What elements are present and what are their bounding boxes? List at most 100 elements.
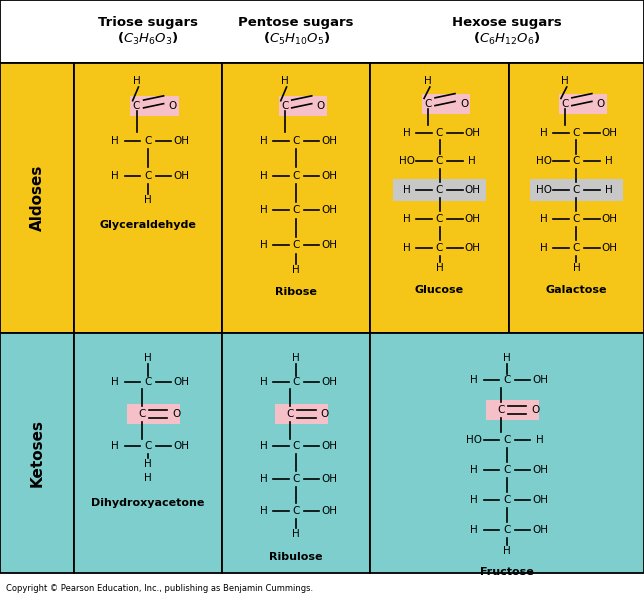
Text: H: H: [503, 546, 511, 556]
Text: C: C: [292, 170, 300, 181]
Text: HO: HO: [466, 435, 482, 445]
Bar: [529, 179, 623, 201]
Text: C: C: [133, 101, 140, 111]
Text: OH: OH: [321, 442, 337, 451]
Text: H: H: [260, 205, 267, 215]
Text: OH: OH: [321, 205, 337, 215]
Bar: [275, 404, 328, 424]
Text: C: C: [573, 185, 580, 195]
Bar: [0, 333, 74, 573]
Text: H: H: [503, 353, 511, 363]
Text: H: H: [402, 185, 411, 195]
Text: OH: OH: [321, 136, 337, 146]
Text: H: H: [144, 353, 152, 363]
Text: OH: OH: [321, 170, 337, 181]
Text: Copyright © Pearson Education, Inc., publishing as Benjamin Cummings.: Copyright © Pearson Education, Inc., pub…: [6, 584, 314, 593]
Text: H: H: [281, 76, 289, 86]
Text: C: C: [436, 214, 443, 224]
Text: H: H: [292, 353, 300, 363]
Text: C: C: [504, 375, 511, 385]
Text: H: H: [111, 377, 119, 386]
Text: H: H: [402, 128, 411, 137]
Bar: [0, 0, 644, 63]
Text: C: C: [573, 157, 580, 166]
Text: C: C: [504, 465, 511, 475]
Text: H: H: [144, 459, 152, 469]
Text: Ketoses: Ketoses: [30, 419, 44, 487]
Text: O: O: [531, 405, 540, 415]
Text: C: C: [424, 99, 431, 109]
Text: OH: OH: [601, 243, 617, 253]
Text: H: H: [133, 76, 140, 86]
Text: C: C: [292, 136, 300, 146]
Text: H: H: [470, 465, 478, 475]
Text: Ribulose: Ribulose: [269, 551, 323, 562]
Text: C: C: [292, 205, 300, 215]
Text: H: H: [260, 506, 267, 516]
Text: C: C: [292, 442, 300, 451]
Text: C: C: [292, 240, 300, 250]
Text: C: C: [573, 128, 580, 137]
Text: H: H: [144, 473, 152, 483]
Text: O: O: [173, 409, 180, 419]
Text: Triose sugars
($C_3H_6O_3$): Triose sugars ($C_3H_6O_3$): [98, 16, 198, 47]
Text: C: C: [436, 128, 443, 137]
Bar: [74, 63, 222, 333]
Text: H: H: [470, 375, 478, 385]
Text: C: C: [573, 214, 580, 224]
Text: O: O: [460, 99, 468, 109]
Text: Fructose: Fructose: [480, 568, 534, 577]
Text: Dihydroxyacetone: Dihydroxyacetone: [91, 498, 205, 508]
Text: H: H: [536, 435, 544, 445]
Text: OH: OH: [601, 128, 617, 137]
Bar: [370, 333, 644, 573]
Text: C: C: [292, 474, 300, 484]
Text: HO: HO: [399, 157, 415, 166]
Text: H: H: [468, 157, 477, 166]
Bar: [222, 63, 370, 333]
Text: H: H: [111, 170, 119, 181]
Text: C: C: [144, 377, 152, 386]
Text: H: H: [260, 474, 267, 484]
Text: C: C: [144, 136, 152, 146]
Text: OH: OH: [173, 377, 189, 386]
Bar: [486, 400, 538, 419]
Bar: [74, 333, 222, 573]
Bar: [0, 63, 74, 333]
Text: H: H: [470, 525, 478, 535]
Text: C: C: [286, 409, 294, 419]
Text: O: O: [317, 101, 325, 111]
Text: H: H: [260, 442, 267, 451]
Text: C: C: [292, 506, 300, 516]
Text: OH: OH: [464, 185, 480, 195]
Bar: [422, 94, 470, 114]
Text: H: H: [470, 495, 478, 505]
Text: C: C: [497, 405, 504, 415]
Bar: [370, 63, 509, 333]
Text: C: C: [281, 101, 289, 111]
Text: H: H: [260, 170, 267, 181]
Bar: [222, 333, 370, 573]
Text: H: H: [292, 529, 300, 539]
Text: C: C: [561, 99, 569, 109]
Text: H: H: [402, 214, 411, 224]
Text: OH: OH: [321, 506, 337, 516]
Text: H: H: [540, 243, 547, 253]
Text: OH: OH: [464, 128, 480, 137]
Text: Aldoses: Aldoses: [30, 165, 44, 231]
Text: H: H: [292, 265, 300, 275]
Text: HO: HO: [536, 185, 551, 195]
Text: H: H: [561, 76, 569, 86]
Text: O: O: [321, 409, 328, 419]
Text: OH: OH: [532, 525, 548, 535]
Text: H: H: [605, 185, 613, 195]
Text: C: C: [144, 170, 152, 181]
Text: H: H: [111, 442, 119, 451]
Text: HO: HO: [536, 157, 551, 166]
Text: OH: OH: [321, 240, 337, 250]
Text: OH: OH: [464, 243, 480, 253]
Text: C: C: [144, 442, 152, 451]
Text: H: H: [435, 263, 444, 273]
Text: O: O: [597, 99, 605, 109]
Text: Glucose: Glucose: [415, 284, 464, 295]
